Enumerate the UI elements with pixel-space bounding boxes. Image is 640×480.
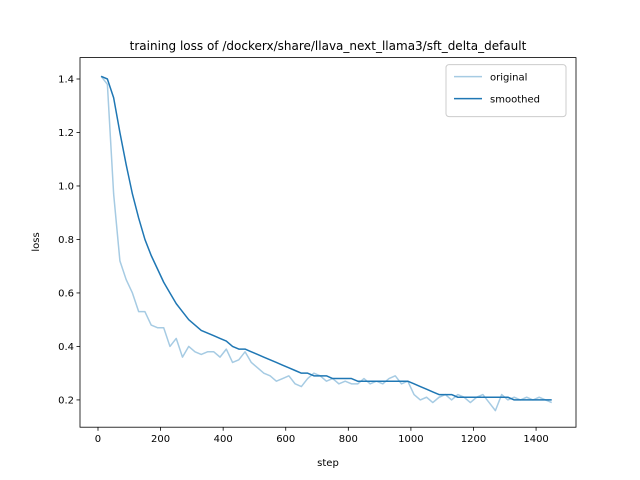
- x-axis-label: step: [317, 458, 339, 469]
- x-tick-label: 400: [214, 434, 233, 445]
- y-tick-label: 0.4: [58, 342, 74, 353]
- series-line: [100, 75, 552, 401]
- y-tick-label: 1.2: [58, 128, 74, 139]
- series-line: [100, 75, 553, 412]
- y-axis-label: loss: [31, 232, 42, 251]
- axes-frame: [79, 57, 577, 428]
- x-tick-label: 200: [151, 434, 170, 445]
- y-tick-label: 1.0: [58, 181, 74, 192]
- x-tick-label: 600: [276, 434, 295, 445]
- legend-label: original: [490, 73, 527, 84]
- x-tick-label: 1400: [523, 434, 548, 445]
- y-tick-label: 0.2: [58, 395, 74, 406]
- x-tick-label: 1200: [461, 434, 486, 445]
- chart-title: training loss of /dockerx/share/llava_ne…: [130, 39, 527, 53]
- x-tick-label: 0: [95, 434, 101, 445]
- y-tick-label: 0.6: [58, 288, 74, 299]
- legend-label: smoothed: [490, 95, 540, 106]
- y-tick-label: 1.4: [58, 74, 74, 85]
- x-tick-label: 1000: [398, 434, 423, 445]
- y-tick-label: 0.8: [58, 235, 74, 246]
- x-tick-label: 800: [339, 434, 358, 445]
- legend-box: [445, 64, 567, 118]
